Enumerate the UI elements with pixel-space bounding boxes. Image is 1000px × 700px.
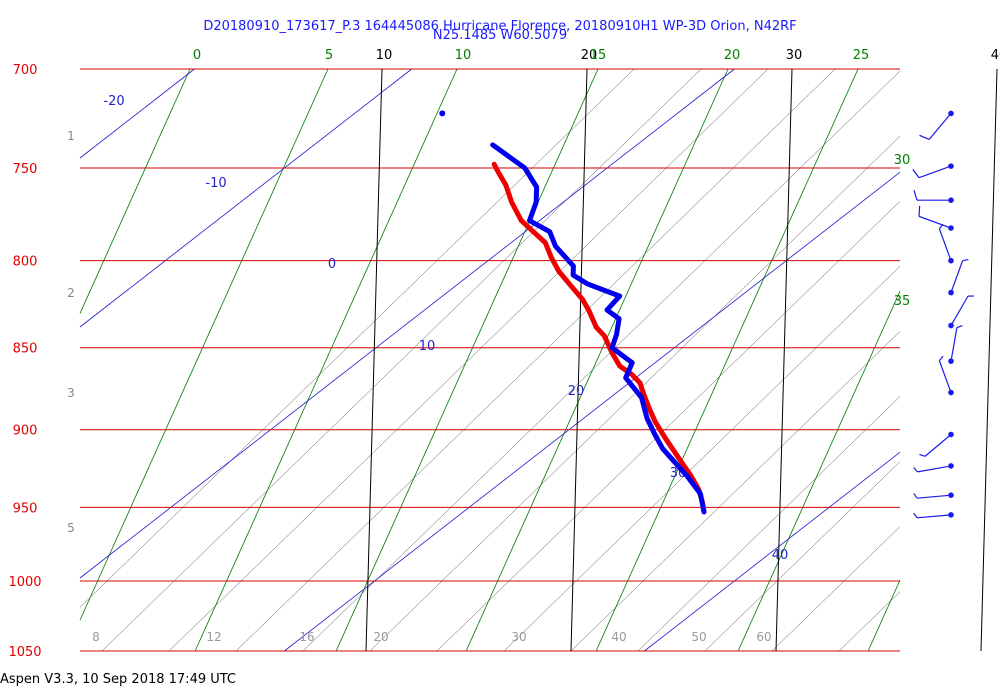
bottom-scale-label: 50 (691, 630, 706, 644)
mixing-ratio-label: 15 (590, 48, 607, 63)
wind-barb (948, 325, 963, 364)
moist-adiabat-line (771, 526, 901, 652)
wind-barb (918, 205, 954, 231)
mixing-ratio-line (79, 68, 329, 621)
skewt-diagram: 7007508008509009501000105010203040051015… (8, 48, 1000, 660)
wind-barb (912, 163, 954, 179)
mixing-ratio-label: 5 (325, 48, 333, 63)
isotherm-label: 10 (376, 48, 393, 63)
altitude-label: 3 (67, 386, 75, 400)
moist-adiabat-line (101, 68, 702, 652)
dry-adiabat-label: 10 (419, 339, 436, 354)
mixing-ratio-line (595, 68, 859, 652)
wind-barb (919, 110, 954, 141)
temperature-trace (491, 161, 707, 515)
dry-adiabat-line (79, 68, 195, 159)
bottom-scale-label: 30 (511, 630, 526, 644)
moist-adiabat-line (570, 331, 901, 652)
pressure-tick-label: 950 (13, 501, 38, 516)
isotherm-label: 30 (786, 48, 803, 63)
isotherm-line (365, 68, 383, 652)
altitude-label: 5 (67, 521, 75, 535)
moist-adiabat-line (168, 68, 769, 652)
bottom-scale-label: 40 (611, 630, 626, 644)
mixing-ratio-label: 0 (193, 48, 201, 63)
mixing-ratio-line (867, 579, 901, 652)
pressure-tick-label: 1000 (8, 575, 41, 590)
wind-barb (913, 512, 954, 519)
software-footer: Aspen V3.3, 10 Sep 2018 17:49 UTC (0, 672, 236, 687)
dewpoint-isolated-point (439, 110, 446, 117)
mixing-ratio-label: 10 (455, 48, 472, 63)
chart-subtitle: N25.1485 W60.5079 (433, 28, 567, 43)
isotherm-line (980, 68, 998, 652)
dry-adiabat-label: -10 (205, 176, 226, 191)
moist-adiabat-line (637, 396, 901, 652)
dry-adiabat-line (644, 451, 901, 652)
chart-title: D20180910_173617_P.3 164445086 Hurricane… (203, 19, 796, 34)
moist-adiabat-line (838, 591, 901, 652)
moist-adiabat-line (369, 135, 901, 652)
wind-barb (913, 190, 954, 204)
isotherm-label: 40 (991, 48, 1000, 63)
mixing-ratio-label: 30 (894, 153, 911, 168)
altitude-label: 2 (67, 286, 75, 300)
moist-adiabat-line (235, 68, 836, 652)
moist-adiabat-line (503, 266, 901, 652)
dry-adiabat-label: -20 (103, 94, 124, 109)
isotherm-line (775, 68, 793, 652)
moist-adiabat-line (436, 201, 901, 652)
mixing-ratio-label: 35 (894, 294, 911, 309)
wind-barb (913, 492, 954, 499)
moist-adiabat-line (704, 461, 901, 652)
dry-adiabat-line (79, 68, 735, 579)
pressure-tick-label: 800 (13, 255, 38, 270)
moist-adiabat-line (302, 70, 901, 652)
bottom-scale-label: 60 (756, 630, 771, 644)
bottom-scale-label: 8 (92, 630, 100, 644)
pressure-tick-label: 700 (13, 63, 38, 78)
mixing-ratio-line (194, 68, 458, 652)
dry-adiabat-label: 0 (328, 257, 336, 272)
mixing-ratio-line (737, 291, 901, 652)
wind-barb (938, 355, 954, 396)
wind-barb (948, 295, 974, 329)
dry-adiabat-label: 40 (772, 548, 789, 563)
mixing-ratio-label: 20 (724, 48, 741, 63)
bottom-scale-label: 16 (299, 630, 314, 644)
wind-barb (938, 223, 954, 264)
dry-adiabat-label: 20 (568, 384, 585, 399)
altitude-label: 1 (67, 129, 75, 143)
mixing-ratio-line (335, 68, 599, 652)
wind-barb (948, 258, 969, 296)
mixing-ratio-line (465, 68, 729, 652)
moist-adiabat-line (79, 68, 635, 608)
dry-adiabat-line (79, 68, 412, 328)
pressure-tick-label: 1050 (8, 645, 41, 660)
bottom-scale-label: 20 (373, 630, 388, 644)
dewpoint-trace (490, 142, 707, 515)
bottom-scale-label: 12 (206, 630, 221, 644)
isotherm-line (570, 68, 588, 652)
isotherm-label: 20 (581, 48, 598, 63)
pressure-tick-label: 850 (13, 342, 38, 357)
pressure-tick-label: 900 (13, 424, 38, 439)
pressure-tick-label: 750 (13, 162, 38, 177)
mixing-ratio-line (79, 68, 191, 314)
mixing-ratio-label: 25 (853, 48, 870, 63)
dry-adiabat-line (284, 171, 901, 652)
wind-barb (913, 463, 954, 473)
wind-barb (919, 431, 954, 457)
